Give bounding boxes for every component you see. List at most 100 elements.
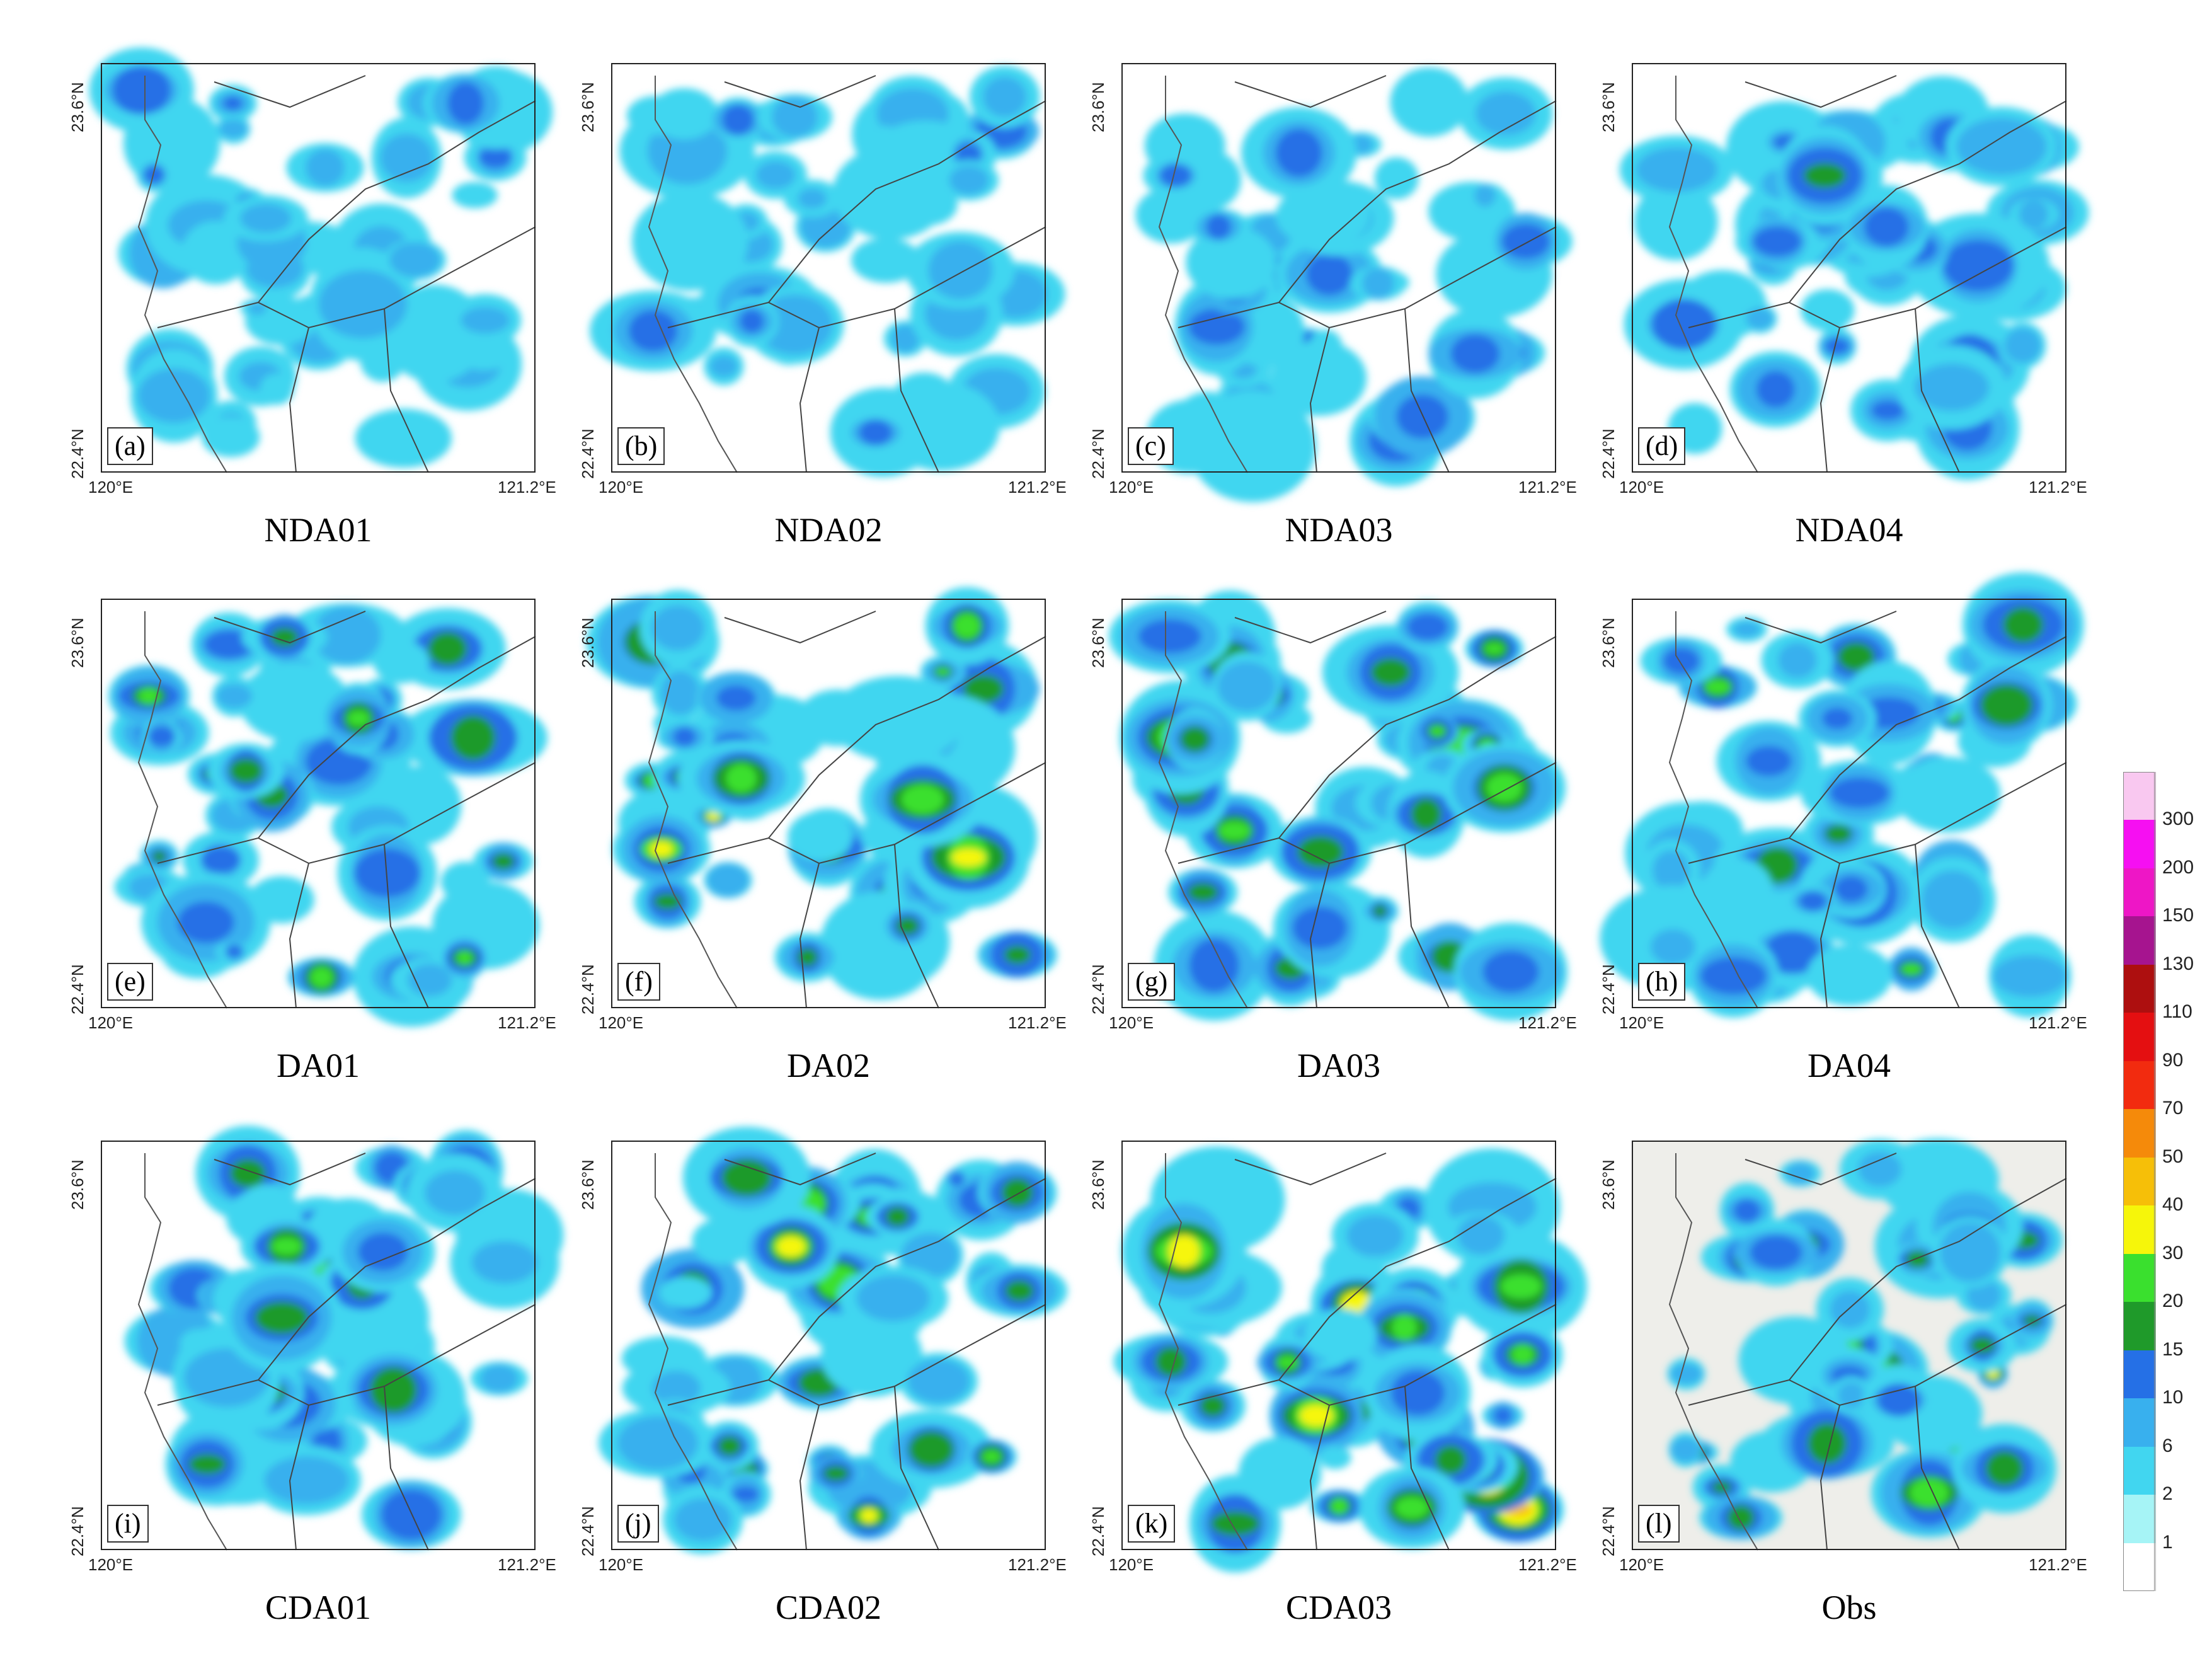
rain-cell (1650, 929, 1695, 965)
rain-cell (1801, 289, 1855, 331)
county-boundaries (157, 1153, 536, 1551)
rain-cell (260, 373, 294, 405)
rain-cell (1993, 955, 2067, 997)
map-panel-cda01: (i) 23.6°N 22.4°N 120°E 121.2°E CDA01 (68, 1125, 564, 1626)
rain-cell (138, 687, 160, 704)
lon-right-label: 121.2°E (498, 478, 556, 497)
rain-cell (1871, 400, 1905, 420)
rain-cell (896, 917, 919, 935)
map-frame (101, 63, 536, 473)
rain-cell (820, 1314, 922, 1397)
colorbar-level-label: 300 (2162, 808, 2194, 830)
map-panel-nda01: (a) 23.6°N 22.4°N 120°E 121.2°E NDA01 (68, 47, 556, 549)
rain-cell (788, 811, 853, 863)
map-panel-cda02: (j) 23.6°N 22.4°N 120°E 121.2°E CDA02 (578, 1127, 1068, 1626)
rain-cell (144, 165, 164, 185)
colorbar-segment (2123, 1061, 2156, 1110)
rain-cell (1370, 658, 1411, 687)
rain-cell (1001, 1178, 1033, 1207)
rain-cell (1275, 129, 1322, 177)
rain-cell (951, 848, 986, 867)
rain-cell (1652, 299, 1716, 350)
lat-top-label: 23.6°N (578, 1159, 597, 1210)
lat-top-label: 23.6°N (68, 1159, 87, 1210)
rain-cell (851, 238, 921, 283)
lon-left-label: 120°E (1619, 478, 1665, 497)
lat-top-label: 23.6°N (1089, 618, 1108, 668)
panel-caption: CDA02 (775, 1589, 881, 1626)
rain-cell (1346, 1214, 1404, 1257)
rain-cell (1956, 118, 2047, 175)
rain-cell (1297, 836, 1344, 868)
colorbar-level-label: 50 (2162, 1146, 2184, 1167)
rain-cell (1395, 1497, 1429, 1519)
rain-cell (1331, 1498, 1348, 1515)
rain-cell (2023, 1314, 2041, 1326)
lat-top-label: 23.6°N (1599, 618, 1618, 668)
rain-cell (305, 149, 345, 187)
rain-cell (1910, 1478, 1949, 1507)
rainfall-map (586, 587, 1058, 1009)
rain-cell (1830, 1291, 1871, 1329)
rain-cell (1457, 1216, 1505, 1255)
rain-cell (492, 853, 515, 870)
panel-letter: (g) (1128, 963, 1176, 1001)
colorbar-segment (2123, 820, 2156, 868)
rain-cell (1825, 338, 1850, 355)
rain-cell (1188, 308, 1245, 345)
rain-cell (201, 417, 260, 457)
rain-cell (370, 1367, 418, 1413)
rain-cell (1138, 619, 1201, 653)
rain-cell (895, 372, 954, 415)
rain-cell (1837, 642, 1875, 672)
rain-cell (1727, 1505, 1755, 1531)
panel-caption: DA01 (277, 1047, 360, 1084)
colorbar-segment (2123, 1013, 2156, 1061)
rain-cell (1390, 1370, 1445, 1416)
rain-cell (1160, 164, 1191, 187)
rain-cell (628, 310, 678, 352)
colorbar-level-label: 30 (2162, 1242, 2184, 1263)
county-boundaries (667, 1153, 1046, 1551)
rain-cell (1985, 1451, 2024, 1486)
rain-cell (1663, 647, 1700, 675)
rain-cell (1299, 1405, 1333, 1427)
panel-caption: DA02 (787, 1047, 870, 1084)
rain-cell (1186, 226, 1277, 299)
rain-cell (425, 1170, 485, 1216)
colorbar-level-label: 70 (2162, 1098, 2184, 1119)
rain-cell (692, 1217, 756, 1265)
rain-cell (240, 204, 292, 233)
rain-cell (949, 1172, 964, 1187)
rain-cell (1636, 147, 1718, 192)
colorbar-level-label: 90 (2162, 1049, 2184, 1071)
rain-cell (1373, 905, 1387, 917)
lat-top-label: 23.6°N (1599, 82, 1618, 132)
rain-cell (354, 848, 420, 898)
rain-cell (223, 96, 243, 111)
rain-cell (152, 850, 167, 863)
rain-cell (1915, 364, 1990, 411)
coastline (648, 1153, 738, 1551)
rain-cell (1217, 661, 1277, 712)
rain-cell (1808, 1423, 1847, 1464)
map-panel-cda03: (k) 23.6°N 22.4°N 120°E 121.2°E CDA03 (1089, 1141, 1588, 1626)
rain-cell (239, 662, 349, 742)
rain-cell (907, 1359, 970, 1403)
rain-cell (452, 181, 498, 209)
coastline (1158, 611, 1248, 1009)
colorbar-level-label: 20 (2162, 1291, 2184, 1312)
rain-cell (181, 221, 251, 285)
rain-cell (652, 1371, 701, 1406)
lon-left-label: 120°E (1619, 1555, 1665, 1574)
rain-cell (1155, 1346, 1187, 1377)
rainfall-map (1619, 63, 2089, 480)
lon-left-label: 120°E (1109, 1555, 1154, 1574)
county-boundaries (1688, 611, 2067, 1009)
rain-cell (1799, 891, 1827, 912)
lon-right-label: 121.2°E (1008, 478, 1067, 497)
rain-cell (461, 306, 510, 334)
rain-cell (859, 420, 892, 446)
colorbar-outline (2123, 772, 2155, 1591)
rain-cell (722, 104, 754, 135)
